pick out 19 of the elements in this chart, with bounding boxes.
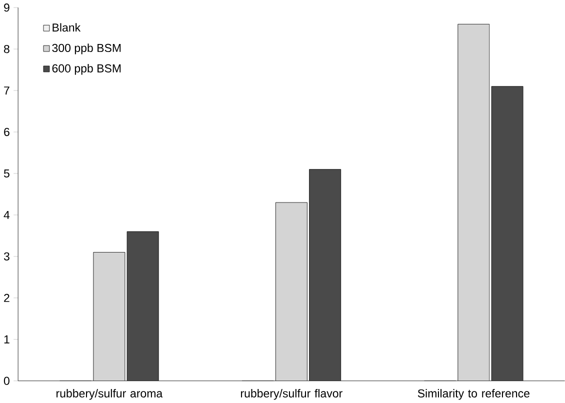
x-tick-label: rubbery/sulfur flavor bbox=[240, 388, 342, 400]
y-tick-label: 3 bbox=[4, 252, 10, 260]
y-tick-label: 8 bbox=[4, 44, 10, 53]
y-tick-label: 0 bbox=[4, 376, 10, 385]
legend-label: Blank bbox=[52, 23, 81, 32]
y-tick-label: 4 bbox=[4, 210, 10, 219]
bar bbox=[309, 169, 341, 381]
bar bbox=[127, 231, 159, 381]
x-tick-label: Similarity to reference bbox=[418, 388, 530, 400]
y-tick-label: 2 bbox=[4, 294, 10, 302]
y-tick-label: 7 bbox=[4, 86, 10, 94]
y-tick-label: 6 bbox=[4, 128, 10, 136]
y-tick-label: 5 bbox=[4, 169, 10, 178]
y-tick-label: 1 bbox=[4, 335, 10, 344]
legend-label: 300 ppb BSM bbox=[52, 43, 121, 54]
y-tick-label: 9 bbox=[4, 3, 10, 12]
legend-label: 600 ppb BSM bbox=[52, 64, 121, 75]
bar bbox=[491, 86, 524, 381]
x-tick-label: rubbery/sulfur aroma bbox=[56, 388, 163, 400]
